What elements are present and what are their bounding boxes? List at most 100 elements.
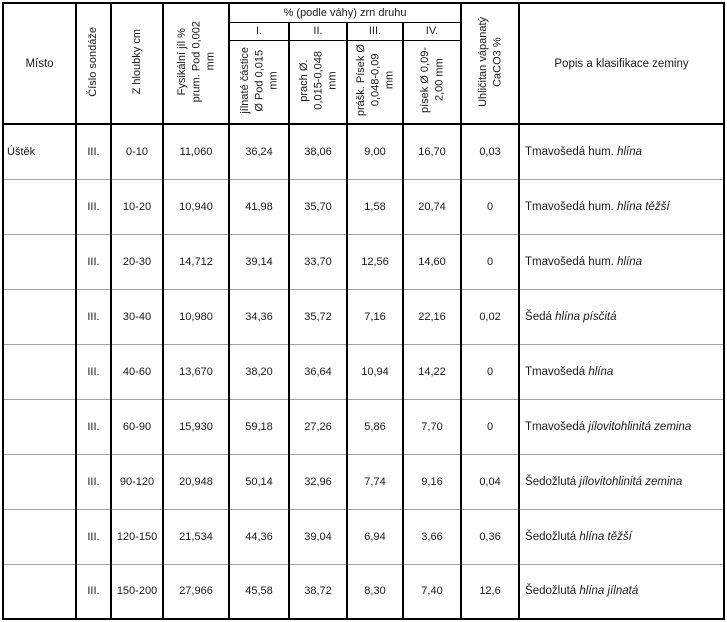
fraction-2-cell: 33,70 xyxy=(288,233,348,290)
col-header-z-hloubky-label: Z hloubky cm xyxy=(130,29,143,95)
caco3-cell: 0,02 xyxy=(460,288,521,345)
col-header-frac1-label: jílnaté částice Ø Pod 0,015 mm xyxy=(238,46,280,114)
probe-number-cell: III. xyxy=(75,123,112,180)
description-text: Šedožlutá xyxy=(525,585,577,598)
col-header-frac1: jílnaté částice Ø Pod 0,015 mm xyxy=(228,39,290,125)
fraction-4-cell: 16,70 xyxy=(401,123,463,180)
fraction-4-cell: 7,70 xyxy=(401,398,463,455)
fraction-4-cell: 3,66 xyxy=(401,508,463,565)
col-header-misto: Místo xyxy=(2,2,77,125)
description-cell: Tmavošedá jílovitohlinitá zemina xyxy=(518,398,725,455)
caco3-cell: 12,6 xyxy=(460,563,521,620)
col-header-frac4-label: písek Ø 0,09- 2,00 mm xyxy=(418,47,446,114)
table-row: Úštěk III. 0-10 11,060 36,24 38,06 9,00 … xyxy=(2,123,725,180)
fraction-3-cell: 8,30 xyxy=(346,563,404,620)
description-cell: Šedá hlína písčitá xyxy=(518,288,725,345)
place-cell xyxy=(2,233,77,290)
table-header: Místo Číslo sondáže Z hloubky cm Fysikál… xyxy=(2,2,725,125)
description-text: Tmavošedá hum. xyxy=(525,145,614,158)
fraction-1-cell: 50,14 xyxy=(228,453,290,510)
physical-clay-cell: 10,940 xyxy=(162,178,230,235)
table-row: III. 60-90 15,930 59,18 27,26 5,86 7,70 … xyxy=(2,398,725,455)
description-emphasis: hlína xyxy=(617,145,643,158)
caco3-cell: 0 xyxy=(460,233,521,290)
physical-clay-cell: 15,930 xyxy=(162,398,230,455)
description-emphasis: hlína těžší xyxy=(579,530,632,543)
physical-clay-cell: 13,670 xyxy=(162,343,230,400)
place-cell: Úštěk xyxy=(2,123,77,180)
physical-clay-cell: 21,534 xyxy=(162,508,230,565)
col-header-frac4: písek Ø 0,09- 2,00 mm xyxy=(401,39,463,125)
col-header-I: I. xyxy=(228,21,290,41)
description-cell: Tmavošedá hum. hlína těžší xyxy=(518,178,725,235)
fraction-2-cell: 39,04 xyxy=(288,508,348,565)
table-row: III. 40-60 13,670 38,20 36,64 10,94 14,2… xyxy=(2,343,725,400)
fraction-4-cell: 14,60 xyxy=(401,233,463,290)
depth-cell: 120-150 xyxy=(110,508,164,565)
depth-cell: 20-30 xyxy=(110,233,164,290)
place-cell xyxy=(2,178,77,235)
col-header-uhlicitan-label: Uhličitan vápanatý CaCO3 % xyxy=(476,17,504,107)
probe-number-cell: III. xyxy=(75,288,112,345)
description-text: Tmavošedá xyxy=(525,420,586,433)
col-header-frac3-label: prášk. Písek Ø 0,048-0,09 mm xyxy=(354,44,396,117)
probe-number-cell: III. xyxy=(75,343,112,400)
fraction-2-cell: 38,72 xyxy=(288,563,348,620)
header-row-span: Místo Číslo sondáže Z hloubky cm Fysikál… xyxy=(2,2,725,125)
description-cell: Šedožlutá hlína těžší xyxy=(518,508,725,565)
col-header-uhlicitan: Uhličitan vápanatý CaCO3 % xyxy=(460,2,521,125)
depth-cell: 0-10 xyxy=(110,123,164,180)
col-header-fysikalni-jil-label: Fysikální jíl % prum. Pod 0,002 mm xyxy=(175,21,217,103)
description-cell: Tmavošedá hlína xyxy=(518,343,725,400)
fraction-3-cell: 12,56 xyxy=(346,233,404,290)
fraction-3-cell: 10,94 xyxy=(346,343,404,400)
fraction-2-cell: 35,72 xyxy=(288,288,348,345)
col-header-III: III. xyxy=(346,21,404,41)
place-cell xyxy=(2,508,77,565)
col-group-header-percent-by-weight: % (podle váhy) zrn druhu xyxy=(227,2,463,23)
description-emphasis: jílovitohlinitá zemina xyxy=(588,420,692,433)
probe-number-cell: III. xyxy=(75,508,112,565)
depth-cell: 40-60 xyxy=(110,343,164,400)
table-row: III. 90-120 20,948 50,14 32,96 7,74 9,16… xyxy=(2,453,725,510)
fraction-3-cell: 9,00 xyxy=(346,123,404,180)
header-row-numerals: I. II. III. IV. xyxy=(3,21,724,41)
description-text: Šedožlutá xyxy=(525,475,577,488)
depth-cell: 10-20 xyxy=(110,178,164,235)
place-cell xyxy=(2,398,77,455)
fraction-4-cell: 9,16 xyxy=(401,453,463,510)
fraction-3-cell: 7,74 xyxy=(346,453,404,510)
fraction-2-cell: 36,64 xyxy=(288,343,348,400)
fraction-1-cell: 41,98 xyxy=(228,178,290,235)
probe-number-cell: III. xyxy=(75,453,112,510)
fraction-4-cell: 7,40 xyxy=(401,563,463,620)
col-header-IV: IV. xyxy=(401,21,463,41)
probe-number-cell: III. xyxy=(75,398,112,455)
description-text: Šedožlutá xyxy=(525,530,577,543)
table-row: III. 30-40 10,980 34,36 35,72 7,16 22,16… xyxy=(2,288,725,345)
table-row: III. 10-20 10,940 41,98 35,70 1,58 20,74… xyxy=(2,178,725,235)
physical-clay-cell: 27,966 xyxy=(162,563,230,620)
fraction-1-cell: 39,14 xyxy=(228,233,290,290)
place-cell xyxy=(2,563,77,620)
depth-cell: 30-40 xyxy=(110,288,164,345)
probe-number-cell: III. xyxy=(75,563,112,620)
description-text: Tmavošedá hum. xyxy=(525,255,614,268)
col-header-popis: Popis a klasifikace zeminy xyxy=(518,2,725,125)
table-row: III. 150-200 27,966 45,58 38,72 8,30 7,4… xyxy=(2,563,725,620)
place-cell xyxy=(2,288,77,345)
table-row: III. 20-30 14,712 39,14 33,70 12,56 14,6… xyxy=(2,233,725,290)
physical-clay-cell: 20,948 xyxy=(162,453,230,510)
table-body: Úštěk III. 0-10 11,060 36,24 38,06 9,00 … xyxy=(2,123,725,620)
caco3-cell: 0 xyxy=(460,398,521,455)
fraction-1-cell: 59,18 xyxy=(228,398,290,455)
fraction-3-cell: 6,94 xyxy=(346,508,404,565)
depth-cell: 90-120 xyxy=(110,453,164,510)
probe-number-cell: III. xyxy=(75,233,112,290)
col-header-frac3: prášk. Písek Ø 0,048-0,09 mm xyxy=(346,39,404,125)
fraction-2-cell: 38,06 xyxy=(288,123,348,180)
probe-number-cell: III. xyxy=(75,178,112,235)
description-cell: Tmavošedá hum. hlína xyxy=(518,233,725,290)
caco3-cell: 0 xyxy=(460,178,521,235)
